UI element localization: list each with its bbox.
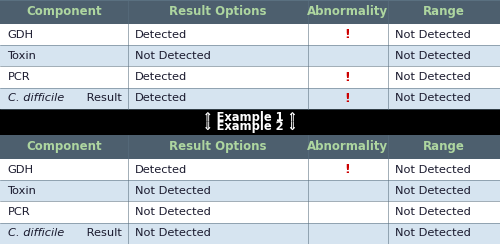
Text: Detected: Detected	[135, 72, 187, 82]
Text: Result Options: Result Options	[169, 140, 266, 153]
Text: Range: Range	[423, 5, 465, 19]
Text: Not Detected: Not Detected	[395, 228, 471, 238]
Text: !: !	[344, 92, 350, 105]
Text: Result Options: Result Options	[169, 5, 266, 19]
Bar	[0, 202, 500, 223]
Bar	[0, 24, 500, 45]
Text: Not Detected: Not Detected	[395, 186, 471, 196]
Bar	[0, 66, 500, 88]
Text: Component: Component	[26, 5, 102, 19]
Text: Not Detected: Not Detected	[395, 30, 471, 40]
Text: Not Detected: Not Detected	[395, 93, 471, 103]
Text: Not Detected: Not Detected	[395, 207, 471, 217]
Text: Not Detected: Not Detected	[395, 51, 471, 61]
Bar	[0, 223, 500, 244]
Bar	[0, 180, 500, 202]
Text: !: !	[344, 163, 350, 176]
Text: Component: Component	[26, 140, 102, 153]
Text: Abnormality: Abnormality	[307, 5, 388, 19]
Text: Not Detected: Not Detected	[135, 186, 211, 196]
Text: Toxin: Toxin	[8, 51, 36, 61]
Text: C. difficile: C. difficile	[8, 93, 64, 103]
Text: C. difficile: C. difficile	[8, 228, 64, 238]
Text: GDH: GDH	[8, 164, 34, 174]
Text: Not Detected: Not Detected	[135, 228, 211, 238]
Text: !: !	[344, 28, 350, 41]
Text: Range: Range	[423, 140, 465, 153]
Text: PCR: PCR	[8, 207, 30, 217]
Text: Not Detected: Not Detected	[135, 51, 211, 61]
Text: Result: Result	[82, 93, 122, 103]
Text: ⇑ Example 1 ⇑: ⇑ Example 1 ⇑	[203, 111, 297, 124]
Bar	[0, 88, 500, 109]
Text: ⇓ Example 2 ⇓: ⇓ Example 2 ⇓	[203, 120, 297, 133]
Text: PCR: PCR	[8, 72, 30, 82]
Bar	[0, 45, 500, 66]
Text: Detected: Detected	[135, 93, 187, 103]
Text: !: !	[344, 71, 350, 84]
Bar	[0, 109, 500, 135]
Bar	[0, 159, 500, 180]
Bar	[0, 0, 500, 24]
Text: Detected: Detected	[135, 164, 187, 174]
Text: Not Detected: Not Detected	[135, 207, 211, 217]
Text: Abnormality: Abnormality	[307, 140, 388, 153]
Bar	[0, 135, 500, 159]
Text: Not Detected: Not Detected	[395, 72, 471, 82]
Text: GDH: GDH	[8, 30, 34, 40]
Text: Not Detected: Not Detected	[395, 164, 471, 174]
Text: Result: Result	[82, 228, 122, 238]
Text: Detected: Detected	[135, 30, 187, 40]
Text: Toxin: Toxin	[8, 186, 36, 196]
